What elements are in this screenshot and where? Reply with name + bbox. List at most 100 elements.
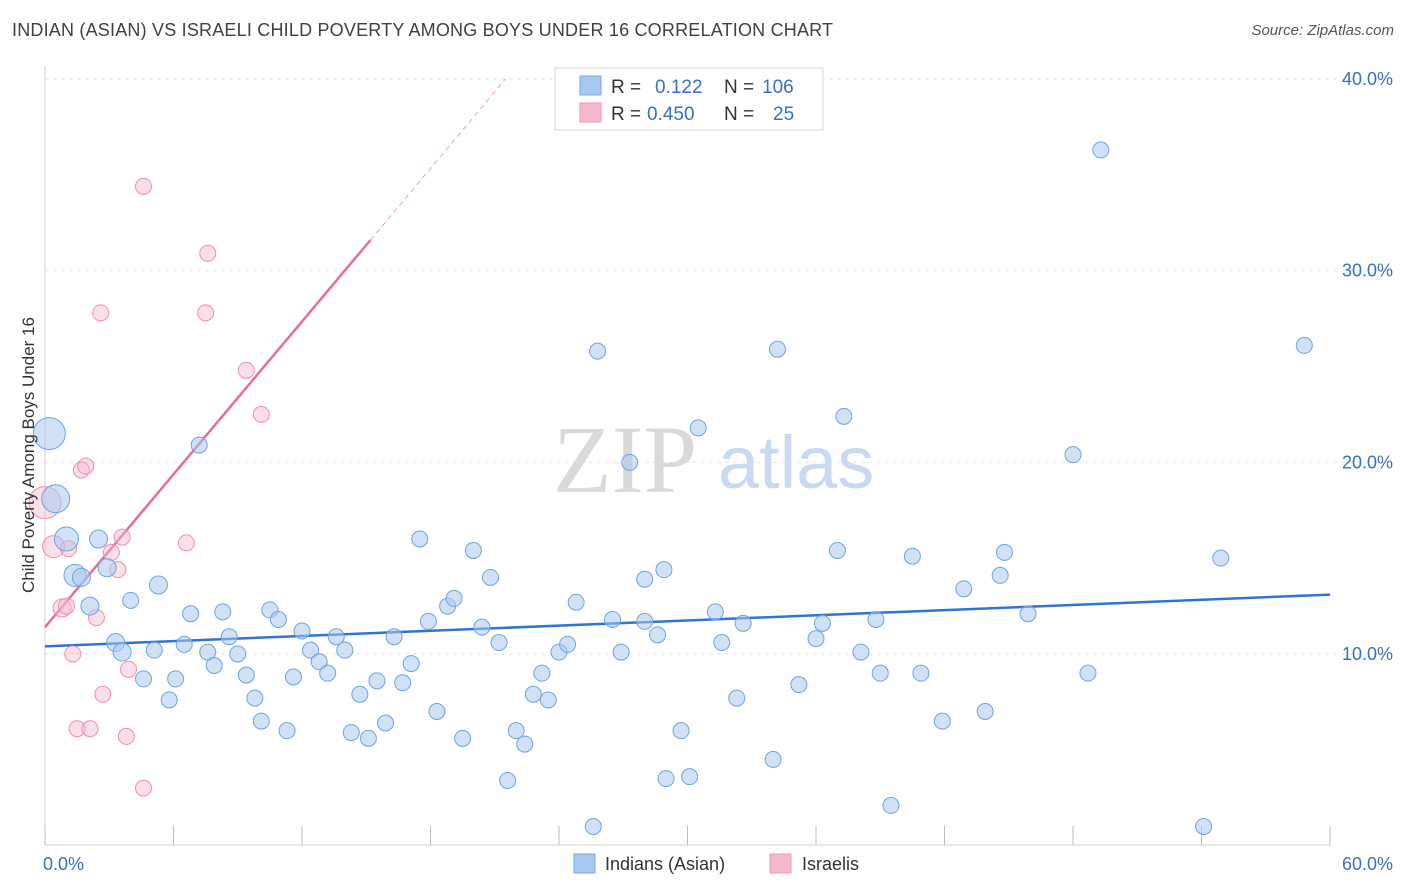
indian-point xyxy=(473,618,491,636)
indian-point xyxy=(1295,336,1313,354)
israeli-point xyxy=(64,645,82,663)
indian-point xyxy=(807,630,825,648)
israeli-point xyxy=(252,405,270,423)
legend-swatch-indians xyxy=(579,75,602,96)
indian-point xyxy=(190,436,208,454)
bottom-legend-label-indians: Indians (Asian) xyxy=(605,854,725,874)
israeli-point xyxy=(135,779,153,797)
indian-point xyxy=(284,668,302,686)
indian-point xyxy=(524,685,542,703)
legend-box: R = 0.122 N = 106 R = 0.450 N = 25 xyxy=(554,67,824,131)
bottom-legend: Indians (Asian) Israelis xyxy=(573,853,859,874)
chart-title: INDIAN (ASIAN) VS ISRAELI CHILD POVERTY … xyxy=(12,20,834,40)
indian-point xyxy=(269,611,287,628)
indian-point xyxy=(507,722,525,740)
indian-point xyxy=(490,634,508,651)
indian-point xyxy=(1195,818,1213,835)
indian-point xyxy=(567,593,585,611)
indian-point xyxy=(112,642,132,662)
legend-r-value: 0.450 xyxy=(647,104,695,125)
legend-r-label: R = xyxy=(611,77,641,98)
indian-point xyxy=(71,567,91,587)
indian-point xyxy=(481,568,499,586)
bottom-legend-label-israelis: Israelis xyxy=(802,854,859,874)
legend-r-label: R = xyxy=(611,104,641,125)
y-tick-label: 10.0% xyxy=(1342,644,1393,664)
indian-point xyxy=(135,670,153,688)
indian-point xyxy=(539,691,557,709)
bottom-legend-swatch-israelis xyxy=(769,853,792,874)
israeli-point xyxy=(102,543,120,561)
indian-point xyxy=(220,628,238,646)
source-credit: Source: ZipAtlas.com xyxy=(1251,22,1394,39)
indian-point xyxy=(385,628,403,646)
indian-point xyxy=(1092,141,1110,159)
israeli-point xyxy=(92,304,110,322)
indian-point xyxy=(394,674,412,692)
indian-point xyxy=(319,664,337,682)
indian-point xyxy=(402,655,420,673)
indian-point xyxy=(867,611,885,628)
israeli-point xyxy=(177,534,195,552)
indian-point xyxy=(584,818,602,835)
indian-point xyxy=(995,543,1013,561)
trend-line-israelis xyxy=(44,239,372,628)
indian-point xyxy=(852,643,870,661)
indian-point xyxy=(1064,446,1082,464)
indian-point xyxy=(310,653,328,671)
indian-point xyxy=(53,526,79,552)
israeli-point xyxy=(57,597,75,615)
indian-point xyxy=(764,750,782,768)
indian-point xyxy=(454,729,472,747)
israeli-point xyxy=(199,244,217,262)
indian-point xyxy=(621,453,639,471)
indian-point xyxy=(293,622,311,640)
israeli-point xyxy=(135,177,153,195)
x-tick-label: 60.0% xyxy=(1342,854,1393,874)
israeli-point xyxy=(197,304,215,322)
indian-point xyxy=(336,641,354,659)
x-tick-labels: 0.0% 60.0% xyxy=(43,854,1393,874)
legend-n-label: N = xyxy=(724,77,754,98)
indian-point xyxy=(955,580,973,598)
y-tick-label: 30.0% xyxy=(1342,261,1393,281)
israeli-point xyxy=(117,727,135,745)
indian-point xyxy=(1212,549,1230,567)
indian-point xyxy=(768,340,786,358)
indian-point xyxy=(80,596,100,616)
watermark: ZIP atlas xyxy=(553,406,874,513)
indian-point xyxy=(246,689,264,707)
watermark-atlas: atlas xyxy=(718,421,874,504)
data-points xyxy=(28,141,1313,835)
bottom-legend-swatch-indians xyxy=(573,853,596,874)
legend-n-value: 106 xyxy=(762,77,794,98)
indian-point xyxy=(428,703,446,720)
israeli-point xyxy=(120,660,138,678)
indian-point xyxy=(649,626,667,644)
y-tick-label: 20.0% xyxy=(1342,452,1393,472)
trend-line-israelis-extension xyxy=(370,78,506,241)
indian-point xyxy=(672,722,690,740)
indian-point xyxy=(342,724,360,742)
gridlines xyxy=(45,78,1392,655)
israeli-point xyxy=(94,685,112,703)
indian-point xyxy=(589,342,607,360)
indian-point xyxy=(828,542,846,559)
indian-point xyxy=(419,612,437,630)
legend-swatch-israelis xyxy=(579,102,602,123)
indian-point xyxy=(728,689,746,707)
indian-point xyxy=(835,407,853,425)
indian-point xyxy=(160,691,178,709)
indian-point xyxy=(790,676,808,694)
indian-point xyxy=(359,729,377,747)
indian-point xyxy=(706,603,724,621)
indian-point xyxy=(89,529,109,549)
indian-point xyxy=(871,664,889,682)
legend-n-label: N = xyxy=(724,104,754,125)
indian-point xyxy=(636,570,654,588)
legend-r-value: 0.122 xyxy=(655,77,703,98)
indian-point xyxy=(933,712,951,730)
indian-point xyxy=(302,641,320,659)
indian-point xyxy=(327,628,345,646)
